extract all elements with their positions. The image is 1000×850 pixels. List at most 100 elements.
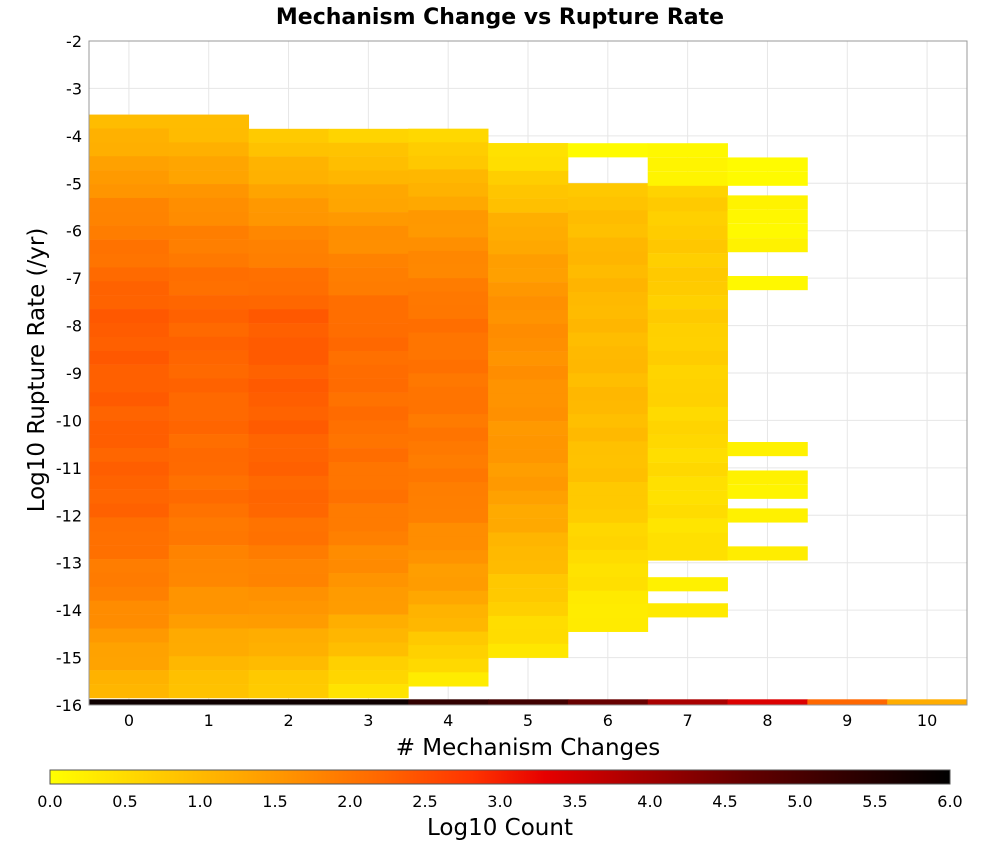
- heatmap-cell: [89, 239, 170, 254]
- heatmap-cell: [89, 447, 170, 463]
- heatmap-cell: [328, 684, 409, 699]
- heatmap-cell: [408, 169, 489, 184]
- heatmap-cell: [647, 577, 728, 592]
- heatmap-cell: [408, 550, 489, 565]
- heatmap-cell: [168, 322, 250, 338]
- heatmap-cell: [647, 603, 728, 618]
- heatmap-cell: [567, 278, 649, 293]
- heatmap-cell: [89, 295, 170, 310]
- heatmap-cell: [328, 670, 409, 685]
- heatmap-cell: [248, 309, 329, 324]
- heatmap-cell: [488, 379, 569, 394]
- heatmap-cell: [168, 142, 250, 157]
- heatmap-cell: [89, 406, 170, 421]
- y-tick-label: -8: [66, 317, 82, 336]
- heatmap-cell: [328, 614, 409, 629]
- heatmap-cell: [248, 420, 329, 435]
- heatmap-cell: [488, 546, 569, 561]
- heatmap-cell: [328, 128, 409, 143]
- heatmap-cell: [408, 617, 489, 633]
- heatmap-cell: [567, 699, 649, 705]
- heatmap-cell: [168, 461, 250, 476]
- heatmap-cell: [248, 198, 329, 213]
- heatmap-cell: [727, 508, 808, 523]
- x-tick-label: 7: [683, 711, 693, 730]
- heatmap-cell: [89, 364, 170, 379]
- heatmap-cell: [567, 549, 649, 565]
- heatmap-cell: [727, 699, 808, 705]
- x-axis-label: # Mechanism Changes: [396, 735, 661, 761]
- heatmap-cell: [488, 421, 569, 436]
- heatmap-cell: [567, 251, 649, 266]
- y-tick-label: -13: [56, 554, 82, 573]
- y-tick-label: -9: [66, 364, 82, 383]
- heatmap-cell: [488, 393, 569, 408]
- heatmap-cell: [408, 223, 489, 238]
- heatmap-cell: [328, 309, 409, 324]
- heatmap-cell: [488, 143, 569, 158]
- heatmap-cell: [168, 503, 250, 518]
- heatmap-cell: [328, 142, 409, 157]
- x-tick-label: 6: [603, 711, 613, 730]
- heatmap-cell: [727, 209, 808, 224]
- heatmap-cell: [89, 684, 170, 699]
- heatmap-cell: [248, 559, 329, 574]
- heatmap-cell: [408, 196, 489, 211]
- x-tick-label: 3: [363, 711, 373, 730]
- heatmap-cell: [488, 490, 569, 505]
- heatmap-cell: [488, 476, 569, 491]
- heatmap-cell: [168, 156, 250, 171]
- heatmap-cell: [248, 531, 329, 546]
- heatmap-cell: [168, 378, 250, 393]
- heatmap-cell: [248, 517, 329, 532]
- y-tick-label: -3: [66, 79, 82, 98]
- heatmap-cell: [168, 628, 250, 643]
- heatmap-cell: [168, 350, 250, 365]
- heatmap-cell: [567, 563, 649, 578]
- heatmap-cell: [328, 642, 409, 657]
- heatmap-cell: [328, 253, 409, 268]
- heatmap-cell: [328, 600, 409, 615]
- heatmap-cell: [488, 351, 569, 366]
- heatmap-cell: [647, 448, 728, 463]
- heatmap-cell: [168, 295, 250, 310]
- colorbar-tick-label: 2.5: [412, 792, 437, 811]
- heatmap-cell: [168, 489, 250, 504]
- heatmap-cell: [248, 614, 329, 629]
- heatmap-cell: [727, 171, 808, 186]
- heatmap-cell: [727, 157, 808, 172]
- heatmap-cell: [408, 400, 489, 415]
- heatmap-cell: [248, 600, 329, 615]
- heatmap-cell: [488, 588, 569, 603]
- heatmap-cell: [647, 462, 728, 477]
- heatmap-cell: [89, 628, 170, 643]
- heatmap-cell: [567, 495, 649, 510]
- heatmap-cell: [647, 420, 728, 435]
- heatmap-cell: [647, 309, 728, 324]
- heatmap-cell: [248, 684, 329, 699]
- heatmap-cell: [248, 156, 329, 171]
- heatmap-cell: [328, 170, 409, 185]
- colorbar-tick-label: 4.5: [712, 792, 737, 811]
- heatmap-cell: [248, 573, 329, 588]
- heatmap-cell: [328, 503, 409, 518]
- heatmap-cell: [248, 699, 329, 705]
- heatmap-cell: [488, 435, 569, 450]
- heatmap-cell: [248, 392, 329, 407]
- heatmap-cell: [248, 170, 329, 185]
- heatmap-cell: [168, 684, 250, 699]
- heatmap-cell: [168, 434, 250, 449]
- x-tick-label: 2: [283, 711, 293, 730]
- heatmap-cell: [488, 462, 569, 478]
- heatmap-cell: [89, 197, 170, 213]
- heatmap-cell: [408, 645, 489, 660]
- heatmap-cell: [328, 364, 409, 379]
- heatmap-cell: [408, 291, 489, 306]
- heatmap-cell: [567, 604, 649, 619]
- colorbar: [49, 769, 951, 785]
- heatmap-cell: [328, 586, 409, 602]
- heatmap-cell: [647, 350, 728, 366]
- heatmap-cell: [168, 670, 250, 685]
- heatmap-cell: [248, 475, 329, 490]
- heatmap-cell: [567, 210, 649, 225]
